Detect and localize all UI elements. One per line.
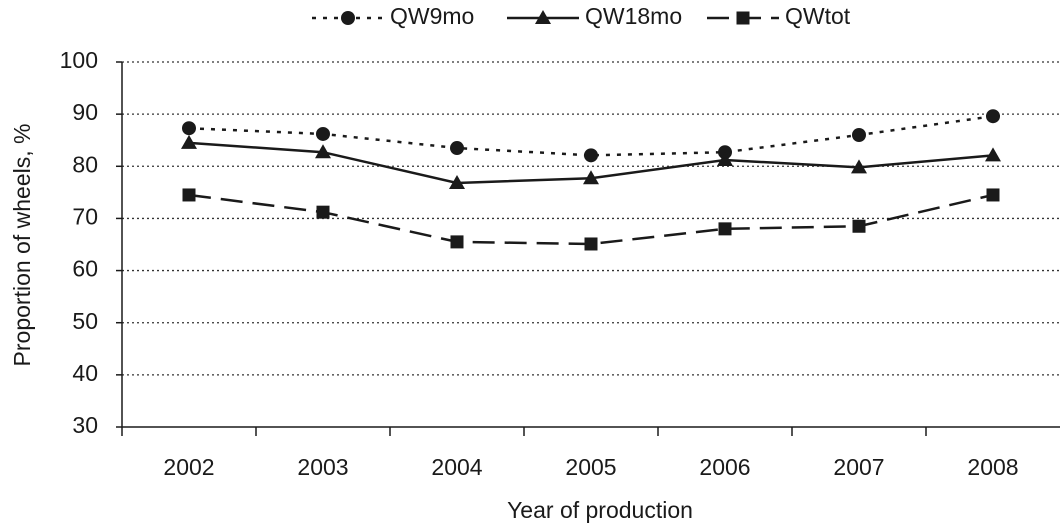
y-tick-label: 90 — [72, 99, 98, 125]
marker — [717, 152, 733, 167]
x-axis-label: Year of production — [507, 497, 693, 523]
y-tick-label: 80 — [72, 151, 98, 177]
y-tick-label: 50 — [72, 308, 98, 334]
marker — [341, 11, 355, 25]
marker — [985, 147, 1001, 162]
y-axis-label: Proportion of wheels, % — [9, 124, 35, 367]
series-line — [188, 193, 994, 246]
marker — [584, 237, 598, 251]
marker — [450, 141, 464, 156]
marker — [852, 128, 866, 142]
marker — [584, 148, 598, 163]
marker — [718, 222, 732, 236]
marker — [986, 188, 1000, 202]
x-tick-label: 2006 — [699, 454, 750, 480]
legend-label: QW9mo — [390, 3, 474, 29]
marker — [182, 121, 196, 136]
legend-label: QWtot — [785, 3, 851, 29]
x-tick-label: 2004 — [431, 454, 482, 480]
marker — [535, 10, 551, 24]
x-tick-label: 2005 — [565, 454, 616, 480]
marker — [315, 144, 331, 159]
x-tick-label: 2003 — [297, 454, 348, 480]
marker — [449, 174, 465, 189]
x-tick-label: 2007 — [833, 454, 884, 480]
marker — [316, 126, 330, 141]
y-tick-label: 60 — [72, 256, 98, 282]
y-tick-label: 100 — [60, 47, 98, 73]
marker — [583, 170, 599, 185]
marker — [852, 219, 866, 233]
y-tick-label: 70 — [72, 204, 98, 230]
legend-label: QW18mo — [585, 3, 682, 29]
y-tick-label: 40 — [72, 360, 98, 386]
marker — [181, 134, 197, 149]
marker — [182, 188, 196, 202]
marker — [851, 159, 867, 174]
x-tick-label: 2008 — [967, 454, 1018, 480]
y-tick-label: 30 — [72, 412, 98, 438]
marker — [450, 235, 464, 249]
marker — [316, 205, 330, 219]
marker — [736, 11, 750, 25]
marker — [986, 109, 1000, 124]
x-tick-label: 2002 — [163, 454, 214, 480]
